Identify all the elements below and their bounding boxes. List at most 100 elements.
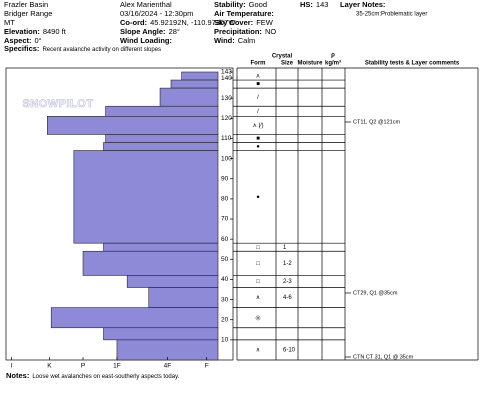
crystal-form: □ (256, 279, 260, 285)
field-label: Precipitation: (214, 27, 262, 36)
hardness-bar (50, 307, 219, 329)
x-tick-label: F (205, 363, 209, 370)
y-tick-label: 40 (221, 276, 229, 283)
field-value: 03/16/2024 - 12:30pm (120, 9, 193, 18)
field-value: 45.92192N, -110.97307W (150, 18, 236, 27)
y-tick-label: 110 (221, 135, 232, 142)
header-field: Frazler Basin (4, 0, 48, 9)
hardness-bar (105, 134, 219, 143)
hardness-bar (105, 105, 219, 117)
layer-notes-value: 35-25cm:Problematic layer (356, 12, 427, 18)
field-label: Co-ord: (120, 18, 147, 27)
header-field: Slope Angle: 28° (120, 27, 180, 36)
field-value: Loose wet avalanches on east-southerly a… (32, 374, 179, 380)
field-value: FEW (256, 18, 274, 27)
hardness-bar (47, 116, 219, 135)
crystal-form: ● (256, 144, 260, 150)
header-field: Sky Cover: FEW (214, 18, 274, 27)
hardness-bar (82, 250, 219, 276)
y-tick-label: 50 (221, 256, 229, 263)
x-tick-label: P (81, 363, 85, 370)
crystal-size: 4-6 (283, 295, 292, 301)
crystal-form: ∧ (256, 348, 260, 354)
table-header: ρ (331, 53, 335, 59)
field-label: Air Temperature: (214, 9, 274, 18)
hardness-bar (126, 275, 219, 288)
crystal-form: □ (256, 261, 260, 267)
y-tick-label: 143 (221, 69, 232, 76)
hardness-bar (159, 87, 219, 107)
field-value: 143 (316, 0, 329, 9)
header-field: Wind: Calm (214, 36, 255, 45)
field-value: Recent avalanche activity on different s… (42, 47, 161, 53)
y-tick-label: 60 (221, 236, 229, 243)
notes: Notes: Loose wet avalanches on east-south… (6, 371, 180, 380)
hardness-bar (148, 287, 219, 308)
field-label: Wind Loading: (120, 36, 172, 45)
crystal-form: / (257, 95, 259, 101)
header-field: 03/16/2024 - 12:30pm (120, 9, 193, 18)
x-tick-label: 1F (113, 363, 121, 370)
crystal-form: ■ (256, 136, 260, 142)
field-value: Bridger Range (4, 9, 52, 18)
crystal-form: ∧ (256, 295, 260, 301)
header-field: Alex Marienthal (120, 0, 172, 9)
table-header: kg/m³ (325, 60, 341, 67)
header-field: Wind Loading: (120, 36, 172, 45)
stability-comment: CT11, Q2 @121cm (353, 119, 400, 125)
field-value: MT (4, 18, 15, 27)
y-tick-label: 80 (221, 196, 229, 203)
y-tick-label: 140 (221, 75, 232, 82)
y-tick-label: 120 (221, 115, 232, 122)
crystal-size: 2-3 (283, 279, 292, 285)
y-tick-label: 20 (221, 316, 229, 323)
hardness-bar (73, 150, 219, 244)
field-label: Slope Angle: (120, 27, 166, 36)
table-header: Form (251, 61, 266, 67)
field-value: Frazler Basin (4, 0, 48, 9)
crystal-form: ⋏ (⁄) (252, 123, 263, 129)
crystal-size: 6-10 (283, 348, 296, 354)
table-header: Stability tests & Layer comments (365, 61, 460, 67)
y-tick-label: 130 (221, 95, 232, 102)
field-label: Sky Cover: (214, 18, 253, 27)
header-field: Precipitation: NO (214, 27, 276, 36)
hardness-bar (103, 142, 219, 151)
header-field: Co-ord: 45.92192N, -110.97307W (120, 18, 236, 27)
header-field: Air Temperature: (214, 9, 274, 18)
header-field: Aspect: 0° (4, 36, 42, 45)
x-tick-label: K (47, 363, 52, 370)
y-tick-label: 10 (221, 337, 229, 344)
field-label: Aspect: (4, 36, 32, 45)
crystal-size: 1-2 (283, 261, 292, 267)
specifics: Specifics: Recent avalanche activity on d… (4, 44, 161, 53)
y-tick-label: 70 (221, 216, 229, 223)
field-value: 28° (169, 27, 180, 36)
field-label: Elevation: (4, 27, 40, 36)
field-value: Calm (238, 36, 256, 45)
header-field: Stability: Good (214, 0, 267, 9)
field-label: Wind: (214, 36, 235, 45)
crystal-form: ◎ (255, 315, 260, 321)
field-label: HS: (300, 0, 313, 9)
crystal-form: ■ (256, 82, 260, 88)
logo: SNOWPILOT (22, 98, 93, 110)
crystal-form: □ (256, 245, 260, 251)
field-value: Good (249, 0, 267, 9)
y-tick-label: 30 (221, 296, 229, 303)
header-field: Elevation: 8490 ft (4, 27, 67, 36)
x-tick-label: I (11, 363, 13, 370)
crystal-size: 1 (283, 245, 287, 251)
field-value: 8490 ft (43, 27, 67, 36)
crystal-form: / (257, 109, 259, 115)
field-value: Alex Marienthal (120, 0, 172, 9)
field-value: NO (265, 27, 276, 36)
crystal-form: ● (256, 194, 260, 200)
crystal-form: ⋏ (256, 74, 261, 80)
header-field: HS: 143 (300, 0, 328, 9)
header-field: Bridger Range (4, 9, 52, 18)
y-tick-label: 100 (221, 155, 232, 162)
hardness-bar (116, 339, 219, 361)
field-label: Notes: (6, 371, 29, 380)
